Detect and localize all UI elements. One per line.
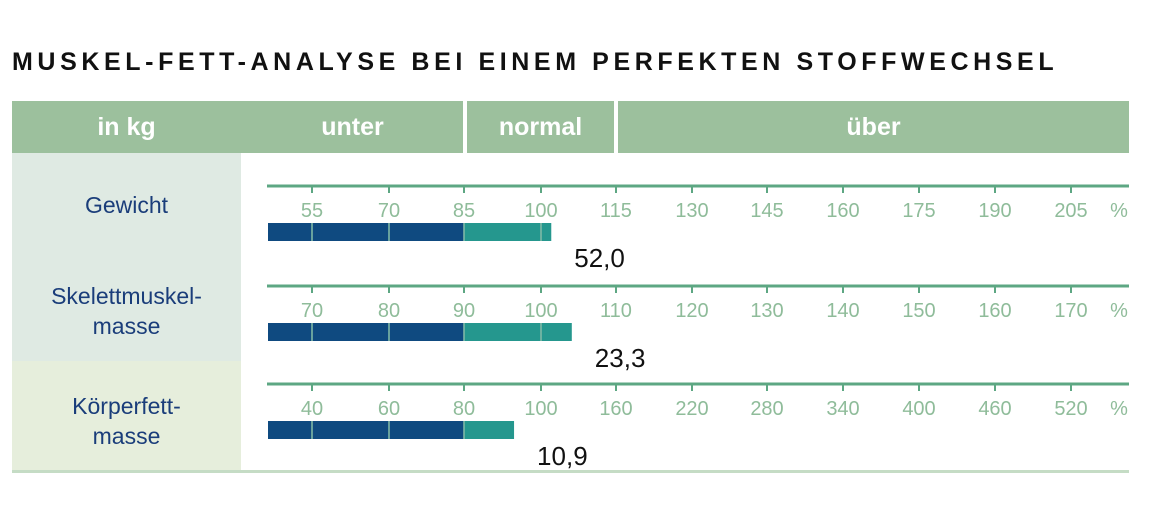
zone-header: in kg unter normal über xyxy=(12,101,1129,153)
tick-label: 70 xyxy=(301,300,323,322)
row-label-line: Körperfett- xyxy=(72,393,181,419)
tick-label: 120 xyxy=(675,300,708,322)
header-divider xyxy=(463,101,467,153)
tick-label: 280 xyxy=(750,398,783,420)
row-label-line: Skelettmuskel- xyxy=(51,283,202,309)
header-unit: in kg xyxy=(97,113,156,141)
tick-label: 130 xyxy=(675,200,708,222)
tick-label: 460 xyxy=(978,398,1011,420)
tick-label: 80 xyxy=(453,398,475,420)
tick-label: 175 xyxy=(902,200,935,222)
tick-label: 400 xyxy=(902,398,935,420)
tick-label: % xyxy=(1110,300,1128,322)
bottom-rule xyxy=(12,470,1129,473)
bar-under-segment xyxy=(268,323,464,341)
tick-label: 60 xyxy=(378,398,400,420)
tick-label: 205 xyxy=(1054,200,1087,222)
bar-under-segment xyxy=(268,421,464,439)
tick-label: % xyxy=(1110,398,1128,420)
row-label-muscle: Skelettmuskel- masse xyxy=(12,281,241,341)
row-label-weight: Gewicht xyxy=(12,190,241,220)
tick-label: 340 xyxy=(826,398,859,420)
tick-label: 85 xyxy=(453,200,475,222)
header-under: unter xyxy=(321,113,384,141)
tick-label: 160 xyxy=(826,200,859,222)
value-label: 23,3 xyxy=(595,343,646,373)
row-label-line: Gewicht xyxy=(84,192,169,218)
chart-title: MUSKEL-FETT-ANALYSE BEI EINEM PERFEKTEN … xyxy=(12,48,1059,76)
bar-normal-segment xyxy=(464,421,515,439)
tick-label: 40 xyxy=(301,398,323,420)
tick-label: 80 xyxy=(378,300,400,322)
row-label-background xyxy=(12,361,241,470)
tick-label: 145 xyxy=(750,200,783,222)
bar-normal-segment xyxy=(464,223,552,241)
tick-label: 70 xyxy=(378,200,400,222)
bar-normal-segment xyxy=(464,323,572,341)
header-over: über xyxy=(846,113,901,141)
tick-label: 520 xyxy=(1054,398,1087,420)
tick-label: 140 xyxy=(826,300,859,322)
tick-label: 160 xyxy=(599,398,632,420)
tick-label: 170 xyxy=(1054,300,1087,322)
value-label: 10,9 xyxy=(537,441,588,471)
tick-label: 220 xyxy=(675,398,708,420)
row-label-fat: Körperfett- masse xyxy=(12,391,241,451)
tick-label: 100 xyxy=(524,300,557,322)
bar-under-segment xyxy=(268,223,464,241)
row-label-line: masse xyxy=(92,313,161,339)
tick-label: 55 xyxy=(301,200,323,222)
header-normal: normal xyxy=(498,113,583,141)
tick-label: 130 xyxy=(750,300,783,322)
row-label-background xyxy=(12,153,241,361)
tick-label: 190 xyxy=(978,200,1011,222)
tick-label: 110 xyxy=(600,300,632,322)
tick-label: % xyxy=(1110,200,1128,222)
tick-label: 90 xyxy=(453,300,475,322)
tick-label: 115 xyxy=(600,200,632,222)
value-label: 52,0 xyxy=(574,243,625,273)
tick-label: 160 xyxy=(978,300,1011,322)
row-label-line: masse xyxy=(92,423,161,449)
tick-label: 100 xyxy=(524,398,557,420)
tick-label: 100 xyxy=(524,200,557,222)
tick-label: 150 xyxy=(902,300,935,322)
header-divider xyxy=(614,101,618,153)
